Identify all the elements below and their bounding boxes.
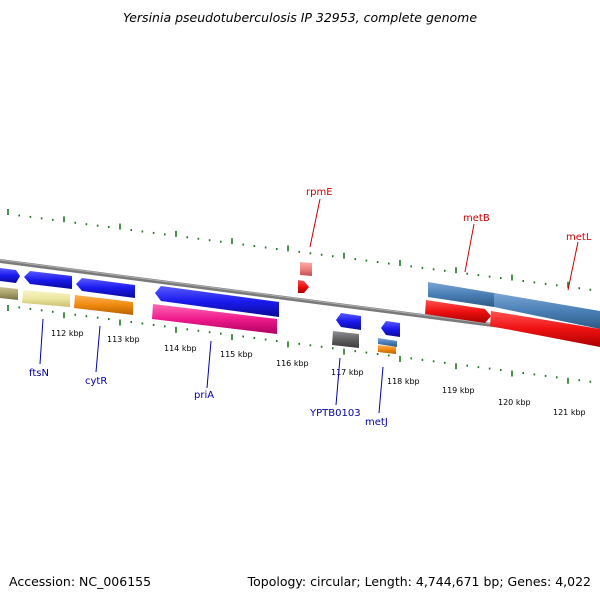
gene-feature-metL-steel[interactable]: [494, 293, 600, 329]
leader-line-YPTB0103: [335, 357, 341, 406]
gene-feature-metJ[interactable]: [381, 321, 400, 337]
gene-labels-bottom: ftsN cytR priA YPTB0103 metJ: [29, 318, 388, 428]
scale-label: 112 kbp: [51, 329, 84, 338]
scale-label: 115 kbp: [220, 350, 253, 359]
leader-line-ftsN: [39, 318, 44, 365]
scale-labels: 112 kbp 113 kbp 114 kbp 115 kbp 116 kbp …: [51, 329, 586, 417]
gene-feature-metB-steel[interactable]: [428, 282, 494, 307]
gene-feature-metL[interactable]: [490, 311, 600, 347]
gene-feature-metJ-partner-top[interactable]: [378, 338, 397, 347]
scale-label: 116 kbp: [276, 359, 309, 368]
scale-label: 120 kbp: [498, 398, 531, 407]
scale-label: 119 kbp: [442, 386, 475, 395]
leader-line-metB: [464, 223, 475, 273]
gene-label-metL[interactable]: metL: [566, 232, 592, 243]
gene-feature-YPTB0103[interactable]: [336, 313, 361, 330]
gene-label-YPTB0103[interactable]: YPTB0103: [309, 408, 361, 419]
map-title: Yersinia pseudotuberculosis IP 32953, co…: [122, 10, 478, 25]
gene-label-ftsN[interactable]: ftsN: [29, 368, 49, 379]
lower-tick-track: [7, 305, 592, 384]
genome-summary-text: Topology: circular; Length: 4,744,671 bp…: [247, 574, 591, 589]
gene-feature-metB[interactable]: [425, 300, 491, 323]
upper-tick-track: [7, 209, 592, 291]
scale-label: 118 kbp: [387, 377, 420, 386]
leader-line-rpmE: [309, 198, 321, 248]
scale-label: 117 kbp: [331, 368, 364, 377]
scale-label: 121 kbp: [553, 408, 586, 417]
gene-feature-priA[interactable]: [155, 286, 279, 317]
leader-line-priA: [206, 340, 212, 389]
gene-feature-rpmE-arrow[interactable]: [298, 280, 309, 293]
gene-feature-priA-partner[interactable]: [152, 304, 277, 334]
gene-label-cytR[interactable]: cytR: [85, 376, 107, 387]
leader-line-cytR: [95, 325, 101, 373]
scale-label: 113 kbp: [107, 335, 140, 344]
gene-feature-ftsN-partner[interactable]: [22, 290, 70, 307]
gene-feature-YPTB0103-partner[interactable]: [332, 331, 359, 348]
gene-label-priA[interactable]: priA: [194, 390, 214, 401]
accession-text: Accession: NC_006155: [9, 574, 152, 589]
gene-features: [0, 262, 600, 354]
leader-line-metL: [567, 241, 579, 291]
gene-feature-rpmE[interactable]: [300, 262, 312, 276]
scale-label: 114 kbp: [164, 344, 197, 353]
gene-feature-metJ-partner-bottom[interactable]: [378, 345, 396, 354]
leader-line-metJ: [378, 366, 384, 414]
gene-label-metJ[interactable]: metJ: [365, 417, 388, 428]
gene-feature-cytR-partner[interactable]: [74, 295, 133, 315]
gene-feature-cytR[interactable]: [76, 278, 135, 298]
gene-labels-top: rpmE metB metL: [306, 187, 592, 291]
gene-label-rpmE[interactable]: rpmE: [306, 187, 333, 198]
gene-feature-left-olive[interactable]: [0, 287, 18, 300]
gene-label-metB[interactable]: metB: [463, 213, 490, 224]
gene-feature-left-blue[interactable]: [0, 268, 20, 283]
gene-feature-ftsN[interactable]: [24, 271, 72, 289]
